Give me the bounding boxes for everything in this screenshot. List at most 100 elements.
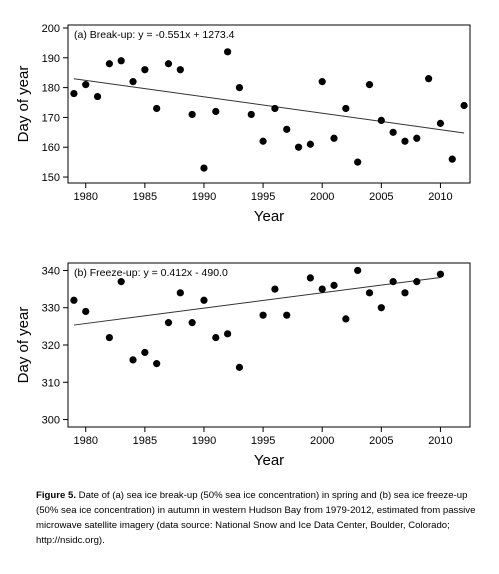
chart-a-point <box>342 104 350 113</box>
chart-a-point <box>82 81 90 89</box>
chart-a-xtick-label: 1990 <box>192 191 216 203</box>
chart-b-xtick-label: 2000 <box>310 435 334 447</box>
chart-b-trendline <box>73 276 441 326</box>
chart-a-point <box>129 78 137 86</box>
chart-b-xtick-label: 1985 <box>133 435 157 447</box>
chart-b-point <box>141 348 149 357</box>
chart-a-ytick-label: 180 <box>42 83 60 95</box>
chart-b-ytick-label: 320 <box>42 340 60 352</box>
chart-a-point <box>164 60 173 68</box>
chart-b-xtick-label: 2005 <box>369 435 393 447</box>
chart-b-ytick-label: 300 <box>42 415 60 427</box>
chart-b-point <box>413 278 421 286</box>
chart-a-point <box>271 104 279 113</box>
chart-a-point <box>117 57 125 65</box>
caption-label: Figure 5. <box>36 490 76 501</box>
chart-a-xtick-label: 2005 <box>369 191 393 203</box>
chart-b-point <box>259 311 267 319</box>
chart-b-xlabel: Year <box>254 452 284 469</box>
chart-a-ylabel: Day of year <box>15 66 32 143</box>
chart-a-xtick-label: 1995 <box>251 191 275 203</box>
chart-a-point <box>212 107 220 116</box>
freeze-up-chart: 300 310 320 330 340 1980 1985 1990 1995 2000 2005 2… <box>15 262 471 469</box>
chart-a-point <box>354 158 362 166</box>
chart-a-point <box>247 110 255 119</box>
chart-a-ytick-label: 200 <box>42 23 60 35</box>
chart-b-xtick-label: 1990 <box>192 435 216 447</box>
chart-a-ytick-label: 190 <box>42 53 60 65</box>
chart-b-point <box>354 266 362 275</box>
caption-text: Date of (a) sea ice break-up (50% sea ic… <box>36 490 476 546</box>
chart-b-point <box>401 289 409 297</box>
chart-b-point <box>436 270 445 278</box>
chart-b-xtick-label: 1980 <box>73 435 97 447</box>
chart-a-point <box>413 134 421 142</box>
chart-b-title: (b) Freeze-up: y = 0.412x - 490.0 <box>74 267 228 279</box>
chart-a-xtick-label: 1985 <box>133 191 157 203</box>
chart-b-point <box>330 281 338 289</box>
chart-b-point <box>283 311 291 319</box>
chart-b-point <box>117 278 125 286</box>
chart-b-point <box>271 285 279 293</box>
chart-b-point <box>318 285 326 293</box>
chart-b-ytick-label: 340 <box>42 265 60 277</box>
chart-a-point <box>235 84 244 92</box>
chart-a-point <box>389 128 397 136</box>
chart-a-xtick-label: 1980 <box>73 191 97 203</box>
chart-b-plot-frame <box>67 262 471 428</box>
chart-a-title: (a) Break-up: y = -0.551x + 1273.4 <box>74 29 235 41</box>
chart-a-xlabel: Year <box>254 208 284 225</box>
chart-b-point <box>153 360 161 368</box>
chart-b-point <box>70 296 78 304</box>
chart-a-point <box>460 101 468 110</box>
chart-b-point <box>377 304 385 312</box>
chart-a-point <box>200 164 208 172</box>
chart-a-ytick-label: 170 <box>42 112 60 124</box>
chart-b-point <box>200 296 208 304</box>
chart-b-ytick-label: 310 <box>42 377 60 389</box>
break-up-chart: 150 160 170 180 190 200 1980 1985 1990 1995 2000 20… <box>15 23 471 225</box>
chart-a-ytick-label: 150 <box>42 172 60 184</box>
chart-a-point <box>188 110 196 119</box>
chart-a-point <box>401 137 409 145</box>
chart-a-point <box>176 66 184 74</box>
chart-a-point <box>283 125 291 133</box>
chart-b-point <box>188 319 196 327</box>
chart-b-point <box>129 356 137 364</box>
chart-a-point <box>105 60 113 68</box>
chart-b-point <box>176 289 184 297</box>
chart-a-point <box>318 78 326 86</box>
chart-a-point <box>224 48 232 56</box>
chart-b-point <box>306 274 314 282</box>
chart-a-plot-frame <box>67 24 471 184</box>
chart-a-xtick-label: 2010 <box>428 191 452 203</box>
chart-a-point <box>294 143 303 151</box>
chart-b-point <box>224 330 232 338</box>
figure-caption: Figure 5. Date of (a) sea ice break-up (… <box>36 488 476 548</box>
chart-b-xtick-label: 2010 <box>428 435 452 447</box>
chart-b-point <box>82 307 90 316</box>
chart-a-point <box>153 104 161 113</box>
chart-b-point <box>389 278 397 286</box>
chart-b-point <box>342 315 350 323</box>
chart-a-ytick-label: 160 <box>42 142 60 154</box>
chart-a-trendline <box>73 78 465 134</box>
chart-a-point <box>448 155 456 163</box>
chart-b-point <box>105 333 113 342</box>
chart-b-point <box>212 333 220 342</box>
chart-b-xtick-label: 1995 <box>251 435 275 447</box>
chart-a-point <box>425 75 433 83</box>
chart-b-point <box>365 289 374 297</box>
chart-b-point <box>164 319 173 327</box>
chart-a-xtick-label: 2000 <box>310 191 334 203</box>
chart-a-point <box>365 81 374 89</box>
chart-a-point <box>93 92 102 101</box>
chart-a-point <box>436 119 445 127</box>
chart-a-point <box>141 66 149 74</box>
chart-b-ylabel: Day of year <box>15 307 32 384</box>
chart-b-point <box>235 363 244 371</box>
chart-a-point <box>306 140 314 148</box>
chart-b-ytick-label: 330 <box>42 303 60 315</box>
chart-a-point <box>70 89 78 98</box>
chart-a-point <box>259 137 267 145</box>
